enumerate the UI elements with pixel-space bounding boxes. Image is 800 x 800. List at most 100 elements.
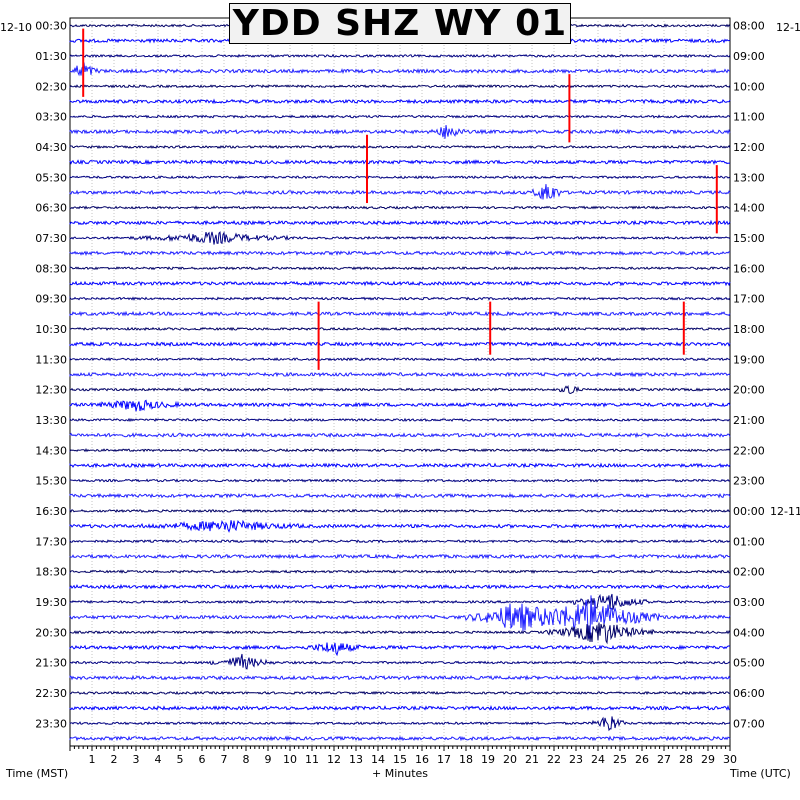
left-time-label: 02:30 bbox=[35, 80, 67, 93]
right-time-label: 15:00 bbox=[733, 232, 765, 245]
x-tick-label: 10 bbox=[283, 753, 297, 766]
start-date-label: 12-10 bbox=[0, 21, 32, 34]
y-axis-title-left: Time (MST) bbox=[6, 767, 69, 780]
trace-line bbox=[69, 508, 731, 514]
x-tick-label: 14 bbox=[371, 753, 385, 766]
right-time-label: 23:00 bbox=[733, 475, 765, 488]
right-time-label: 22:00 bbox=[733, 444, 765, 457]
right-time-label: 02:00 bbox=[733, 566, 765, 579]
right-time-label: 18:00 bbox=[733, 323, 765, 336]
x-tick-label: 4 bbox=[155, 753, 162, 766]
trace-line bbox=[69, 62, 731, 77]
x-tick-label: 24 bbox=[591, 753, 605, 766]
trace-line bbox=[69, 519, 731, 533]
trace-line bbox=[69, 371, 731, 378]
x-tick-label: 6 bbox=[199, 753, 206, 766]
trace-line bbox=[69, 114, 731, 119]
trace-line bbox=[69, 462, 731, 469]
left-time-label: 09:30 bbox=[35, 293, 67, 306]
trace-line bbox=[69, 356, 731, 362]
trace-line bbox=[69, 84, 731, 89]
plot-title: YDD SHZ WY 01 bbox=[229, 3, 571, 44]
left-time-label: 18:30 bbox=[35, 566, 67, 579]
x-tick-label: 7 bbox=[221, 753, 228, 766]
trace-line bbox=[69, 399, 731, 412]
x-tick-label: 9 bbox=[265, 753, 272, 766]
trace-line bbox=[69, 595, 731, 639]
trace-line bbox=[69, 341, 731, 348]
trace-line bbox=[69, 704, 731, 711]
left-time-label: 05:30 bbox=[35, 171, 67, 184]
left-time-label: 21:30 bbox=[35, 657, 67, 670]
left-time-label: 19:30 bbox=[35, 596, 67, 609]
x-tick-label: 30 bbox=[723, 753, 737, 766]
right-time-label: 21:00 bbox=[733, 414, 765, 427]
left-time-label: 07:30 bbox=[35, 232, 67, 245]
x-tick-label: 1 bbox=[89, 753, 96, 766]
trace-line bbox=[69, 448, 731, 453]
x-tick-label: 17 bbox=[437, 753, 451, 766]
trace-line bbox=[69, 175, 731, 180]
x-tick-label: 5 bbox=[177, 753, 184, 766]
x-tick-label: 15 bbox=[393, 753, 407, 766]
left-time-label: 08:30 bbox=[35, 262, 67, 275]
trace-line bbox=[69, 144, 731, 150]
right-time-label: 05:00 bbox=[733, 657, 765, 670]
left-time-label: 15:30 bbox=[35, 475, 67, 488]
left-time-label: 14:30 bbox=[35, 444, 67, 457]
right-time-label: 14:00 bbox=[733, 202, 765, 215]
right-time-label: 16:00 bbox=[733, 262, 765, 275]
x-tick-label: 8 bbox=[243, 753, 250, 766]
trace-line bbox=[69, 125, 731, 139]
right-time-label: 07:00 bbox=[733, 717, 765, 730]
right-time-label: 01:00 bbox=[733, 535, 765, 548]
trace-line bbox=[69, 310, 731, 317]
x-axis-title: + Minutes bbox=[372, 767, 429, 780]
left-time-label: 11:30 bbox=[35, 353, 67, 366]
x-tick-label: 28 bbox=[679, 753, 693, 766]
trace-line bbox=[69, 184, 731, 200]
x-tick-label: 2 bbox=[111, 753, 118, 766]
start-date-label-utc: 12-1 bbox=[776, 21, 800, 34]
trace-line bbox=[69, 417, 731, 423]
trace-line bbox=[69, 622, 731, 645]
trace-line bbox=[69, 653, 731, 670]
right-time-label: 06:00 bbox=[733, 687, 765, 700]
x-tick-label: 16 bbox=[415, 753, 429, 766]
trace-line bbox=[69, 642, 731, 657]
left-time-label: 13:30 bbox=[35, 414, 67, 427]
trace-line bbox=[69, 539, 731, 544]
trace-line bbox=[69, 690, 731, 696]
x-tick-label: 22 bbox=[547, 753, 561, 766]
trace-line bbox=[69, 53, 731, 59]
trace-line bbox=[69, 249, 731, 257]
trace-line bbox=[69, 553, 731, 560]
left-time-label: 06:30 bbox=[35, 202, 67, 215]
right-time-label: 17:00 bbox=[733, 293, 765, 306]
trace-line bbox=[69, 159, 731, 166]
trace-line bbox=[69, 219, 731, 226]
trace-line bbox=[69, 593, 731, 610]
right-time-label: 00:00 bbox=[733, 505, 765, 518]
right-time-label: 03:00 bbox=[733, 596, 765, 609]
x-tick-label: 29 bbox=[701, 753, 715, 766]
left-time-label: 10:30 bbox=[35, 323, 67, 336]
trace-line bbox=[69, 478, 731, 483]
trace-line bbox=[69, 492, 731, 499]
left-time-label: 20:30 bbox=[35, 626, 67, 639]
trace-line bbox=[69, 735, 731, 742]
left-time-label: 03:30 bbox=[35, 111, 67, 124]
x-tick-label: 20 bbox=[503, 753, 517, 766]
trace-line bbox=[69, 674, 731, 681]
x-tick-label: 27 bbox=[657, 753, 671, 766]
right-time-label: 11:00 bbox=[733, 111, 765, 124]
left-time-label: 16:30 bbox=[35, 505, 67, 518]
x-tick-label: 12 bbox=[327, 753, 341, 766]
x-tick-label: 21 bbox=[525, 753, 539, 766]
x-tick-label: 11 bbox=[305, 753, 319, 766]
right-time-label: 09:00 bbox=[733, 50, 765, 63]
left-time-label: 00:30 bbox=[35, 20, 67, 33]
trace-line bbox=[69, 295, 731, 301]
right-time-label: 12:00 bbox=[733, 141, 765, 154]
